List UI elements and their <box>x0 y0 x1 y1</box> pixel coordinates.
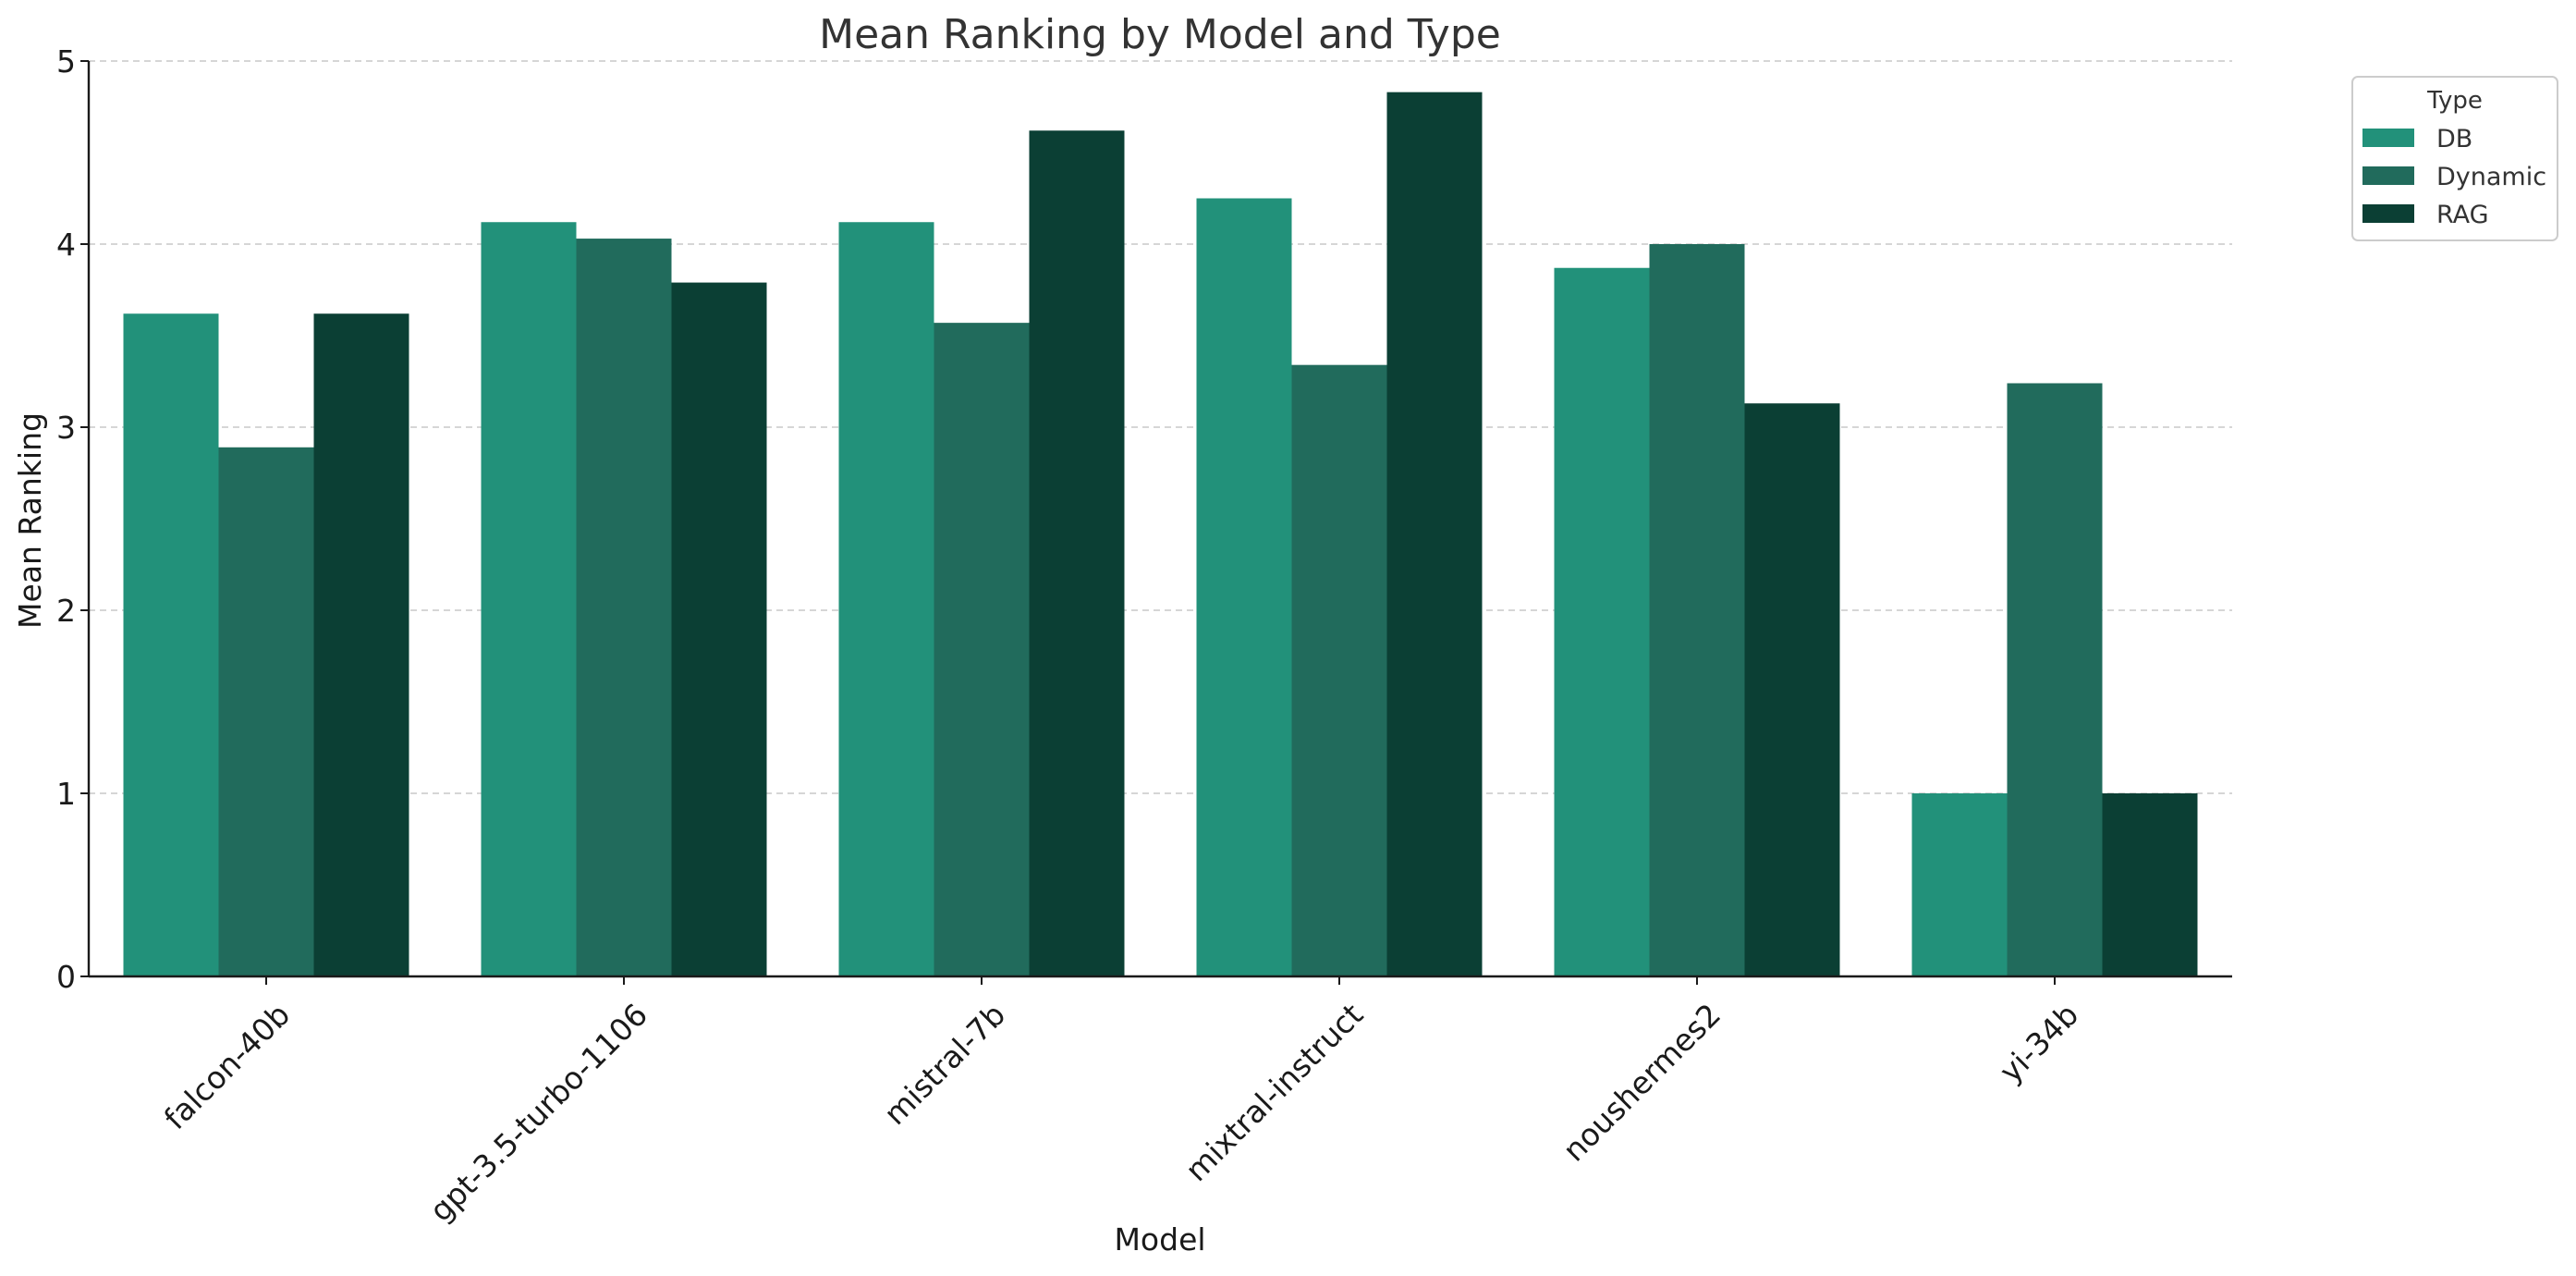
x-tick-label: gpt-3.5-turbo-1106 <box>422 997 654 1229</box>
bar-db-yi-34b <box>1911 793 2008 976</box>
legend-label-rag: RAG <box>2436 201 2489 229</box>
gridlines <box>89 60 2232 794</box>
bar-dynamic-gpt-3.5-turbo-1106 <box>576 239 672 976</box>
bar-rag-mixtral-instruct <box>1386 92 1483 976</box>
y-tick-label: 0 <box>56 959 76 995</box>
legend-swatch-dynamic <box>2362 166 2414 185</box>
legend-label-dynamic: Dynamic <box>2436 163 2546 191</box>
bar-rag-falcon-40b <box>313 313 409 976</box>
x-tick-label: noushermes2 <box>1556 997 1728 1169</box>
bar-dynamic-noushermes2 <box>1649 244 1745 976</box>
bar-rag-gpt-3.5-turbo-1106 <box>671 282 767 977</box>
bar-db-mistral-7b <box>838 222 934 977</box>
legend: Type DB Dynamic RAG <box>2351 76 2558 241</box>
legend-label-db: DB <box>2436 125 2472 153</box>
legend-frame <box>2351 76 2558 241</box>
x-tick-label: yi-34b <box>1992 997 2085 1090</box>
y-tick-label: 2 <box>56 593 76 629</box>
y-tick-label: 3 <box>56 410 76 446</box>
bar-rag-yi-34b <box>2102 793 2198 976</box>
y-axis-label: Mean Ranking <box>12 412 48 629</box>
legend-items: DB Dynamic RAG <box>2362 125 2546 229</box>
y-tick-label: 5 <box>56 43 76 80</box>
x-tick-label: mixtral-instruct <box>1178 997 1371 1189</box>
y-tick-label: 1 <box>56 776 76 812</box>
bar-dynamic-falcon-40b <box>218 447 314 976</box>
y-tick-label: 4 <box>56 227 76 263</box>
bar-dynamic-yi-34b <box>2007 383 2103 977</box>
x-axis-label: Model <box>1114 1221 1205 1258</box>
chart-title: Mean Ranking by Model and Type <box>819 11 1501 58</box>
bar-db-noushermes2 <box>1554 267 1650 976</box>
legend-title: Type <box>2426 87 2483 115</box>
bar-db-gpt-3.5-turbo-1106 <box>481 222 577 977</box>
bar-dynamic-mixtral-instruct <box>1291 364 1387 976</box>
bar-db-mixtral-instruct <box>1196 198 1292 976</box>
bar-rag-noushermes2 <box>1744 403 1840 976</box>
bar-db-falcon-40b <box>123 313 219 976</box>
axes <box>80 60 2232 985</box>
legend-swatch-db <box>2362 129 2414 147</box>
x-tick-label: mistral-7b <box>877 997 1013 1133</box>
bar-rag-mistral-7b <box>1029 130 1125 977</box>
legend-swatch-rag <box>2362 204 2414 223</box>
x-tick-label: falcon-40b <box>157 997 297 1136</box>
bars <box>123 92 2198 977</box>
bar-dynamic-mistral-7b <box>934 323 1030 976</box>
